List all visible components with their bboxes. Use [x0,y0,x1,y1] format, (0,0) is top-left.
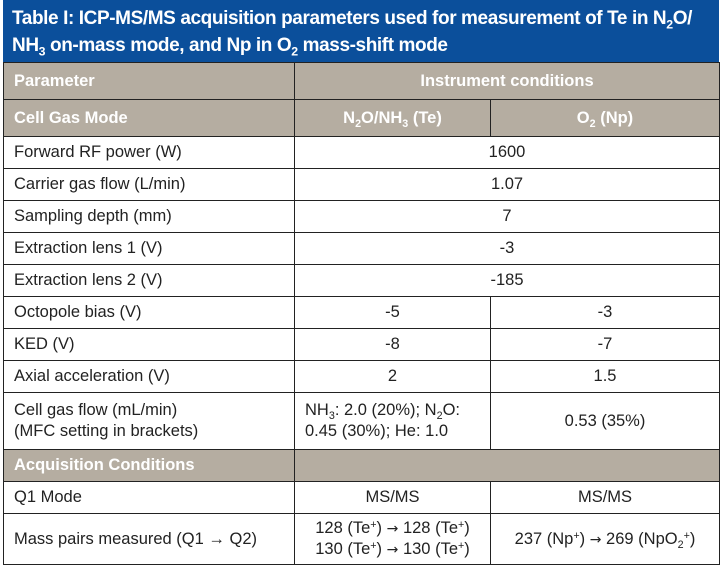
text: O/NH [361,108,403,127]
table-row: KED (V) -8 -7 [3,328,720,361]
row-value-te: 2 [294,360,491,393]
sub: 3 [328,409,335,422]
row-label: Sampling depth (mm) [3,200,295,233]
sup: + [458,540,465,553]
title-sub: 2 [291,44,298,59]
row-label: Mass pairs measured (Q1 → Q2) [3,513,295,565]
sub: 3 [402,117,409,130]
row-label: Extraction lens 1 (V) [3,232,295,265]
text: ) [376,519,387,537]
header-instrument-conditions: Instrument conditions [294,62,720,100]
title-sub: 3 [38,44,46,59]
text: 128 (Te [398,519,458,537]
row-value: -185 [294,264,720,297]
text: ) [579,529,590,548]
arrow-right-icon: → [386,542,399,558]
sup: + [683,529,690,542]
parameters-table: Parameter Instrument conditions Cell Gas… [3,62,720,565]
header-row: Parameter Instrument conditions [3,62,720,100]
row-value-np: MS/MS [490,481,720,514]
text: 269 (NpO [601,529,678,548]
sub: 2 [436,409,443,422]
row-label: Q1 Mode [3,481,295,514]
text: ) [376,540,387,558]
cell-gas-mode-label: Cell Gas Mode [3,99,295,137]
text: O [576,108,590,127]
sub: 2 [589,117,596,130]
table-row: Carrier gas flow (L/min) 1.07 [3,168,720,201]
acquisition-section-label: Acquisition Conditions [3,449,295,482]
text: ) [464,540,470,558]
text: 128 (Te [315,519,371,537]
mass-pairs-row: Mass pairs measured (Q1 → Q2) 128 (Te+) … [3,513,720,565]
arrow-right-icon: → [589,531,602,548]
sub: 2 [355,117,362,130]
row-label: Axial acceleration (V) [3,360,295,393]
row-value-np: -7 [490,328,720,361]
sup: + [370,540,377,553]
row-value: -3 [294,232,720,265]
arrow-right-icon: → [386,521,399,537]
row-value: 7 [294,200,720,233]
cell-gas-mode-row: Cell Gas Mode N2O/NH3 (Te) O2 (Np) [3,99,720,137]
row-value-te: -8 [294,328,491,361]
text: ) [689,529,696,548]
text: 130 (Te [398,540,458,558]
table-row: Forward RF power (W) 1600 [3,136,720,169]
acquisition-section-row: Acquisition Conditions [3,449,720,482]
title-sub: 2 [666,17,673,32]
acquisition-section-blank [294,449,720,482]
cell-gas-mode-np: O2 (Np) [490,99,720,137]
table-row: Extraction lens 2 (V) -185 [3,264,720,297]
row-value-np: 1.5 [490,360,720,393]
label-line: Cell gas flow (mL/min) [14,401,178,419]
title-text: mass-shift mode [297,35,448,56]
row-value-np: -3 [490,296,720,329]
row-label: Forward RF power (W) [3,136,295,169]
sup: + [573,529,580,542]
text: : 2.0 (20%); N [334,401,437,419]
table-row: Octopole bias (V) -5 -3 [3,296,720,329]
row-value-te: MS/MS [294,481,491,514]
row-value: 1600 [294,136,720,169]
text: 237 (Np [514,529,574,548]
row-value-te: 128 (Te+) → 128 (Te+) 130 (Te+) → 130 (T… [294,513,491,565]
sup: + [458,519,465,532]
table-row: Sampling depth (mm) 7 [3,200,720,233]
text: N [343,108,356,127]
table-row: Axial acceleration (V) 2 1.5 [3,360,720,393]
row-label: Cell gas flow (mL/min) (MFC setting in br… [3,392,295,450]
text: 130 (Te [315,540,371,558]
row-value-te: NH3: 2.0 (20%); N2O: 0.45 (30%); He: 1.0 [294,392,491,450]
table-row: Extraction lens 1 (V) -3 [3,232,720,265]
text: 0.45 (30%); He: 1.0 [305,422,449,440]
title-text: Table I: ICP-MS/MS acquisition parameter… [12,8,667,29]
row-value-np: 237 (Np+) → 269 (NpO2+) [490,513,720,565]
text: (Te) [408,108,442,127]
row-label: Octopole bias (V) [3,296,295,329]
table-title: Table I: ICP-MS/MS acquisition parameter… [3,0,719,62]
table-row: Q1 Mode MS/MS MS/MS [3,481,720,514]
text: ) [464,519,470,537]
title-text: O/ NH [12,8,692,56]
text: NH [305,401,329,419]
row-value-te: -5 [294,296,491,329]
row-label: Extraction lens 2 (V) [3,264,295,297]
cell-gas-mode-te: N2O/NH3 (Te) [294,99,491,137]
row-label: KED (V) [3,328,295,361]
sup: + [370,519,377,532]
row-value: 1.07 [294,168,720,201]
parameters-table-container: Table I: ICP-MS/MS acquisition parameter… [3,0,720,565]
row-value-np: 0.53 (35%) [490,392,720,450]
cell-gas-flow-row: Cell gas flow (mL/min) (MFC setting in br… [3,392,720,450]
text: O: [442,401,460,419]
title-text: on-mass mode, and Np in O [45,35,292,56]
text: (Np) [595,108,634,127]
header-parameter: Parameter [3,62,295,100]
row-label: Carrier gas flow (L/min) [3,168,295,201]
sub: 2 [677,538,684,551]
label-line: (MFC setting in brackets) [14,422,199,440]
